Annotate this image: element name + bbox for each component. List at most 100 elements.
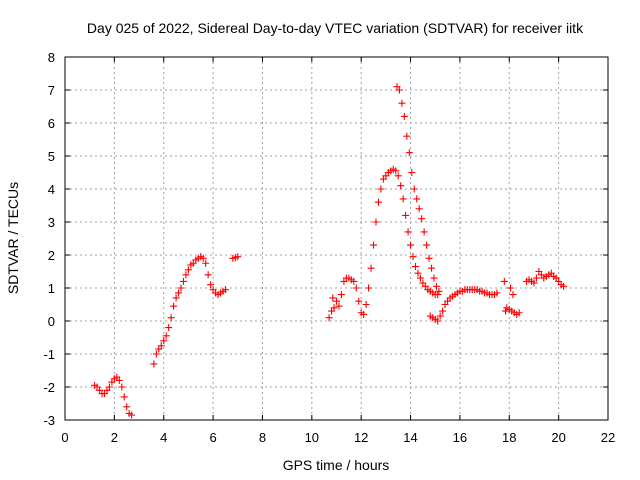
x-tick-label: 18 <box>502 430 516 445</box>
data-point <box>402 211 410 219</box>
data-point <box>414 269 422 277</box>
data-point <box>207 281 215 289</box>
data-point <box>434 317 442 325</box>
data-point <box>365 284 373 292</box>
data-point <box>360 310 368 318</box>
data-point <box>439 307 447 315</box>
data-point <box>333 297 340 305</box>
chart-title: Day 025 of 2022, Sidereal Day-to-day VTE… <box>87 20 584 36</box>
data-point <box>397 182 405 190</box>
data-point <box>167 314 175 322</box>
x-tick-label: 8 <box>259 430 266 445</box>
data-point <box>435 287 443 295</box>
data-point <box>404 228 412 236</box>
data-point <box>337 291 345 299</box>
data-point <box>160 337 168 345</box>
data-point <box>123 403 131 411</box>
data-marks <box>91 83 568 419</box>
data-point <box>434 291 442 299</box>
data-point <box>370 241 378 249</box>
data-point <box>410 185 418 193</box>
data-point <box>403 132 411 140</box>
data-point <box>408 169 416 176</box>
y-tick-label: 5 <box>48 149 55 164</box>
data-point <box>204 271 212 279</box>
data-point <box>507 284 515 292</box>
data-point <box>330 304 338 312</box>
data-point <box>350 277 358 285</box>
data-point <box>165 324 173 332</box>
data-point <box>413 195 421 203</box>
data-point <box>372 218 380 226</box>
data-point <box>362 301 370 308</box>
y-tick-label: 8 <box>48 50 55 65</box>
data-point <box>325 314 333 322</box>
data-point <box>172 294 180 302</box>
data-point <box>425 254 433 262</box>
x-tick-label: 2 <box>111 430 118 445</box>
x-tick-label: 4 <box>160 430 167 445</box>
data-point <box>162 332 170 340</box>
y-tick-label: 1 <box>48 281 55 296</box>
x-tick-label: 14 <box>403 430 417 445</box>
y-tick-label: 6 <box>48 116 55 131</box>
data-point <box>509 291 517 299</box>
data-point <box>150 360 158 368</box>
data-point <box>221 286 229 294</box>
data-point <box>411 263 419 271</box>
data-point <box>105 383 113 391</box>
x-tick-label: 16 <box>453 430 467 445</box>
x-axis-label: GPS time / hours <box>283 457 390 473</box>
grid-lines <box>65 57 608 420</box>
y-axis-label: SDTVAR / TECUs <box>5 182 21 294</box>
data-point <box>377 185 385 193</box>
data-point <box>418 215 426 223</box>
y-tick-label: 0 <box>48 314 55 329</box>
y-tick-label: 7 <box>48 83 55 98</box>
data-point <box>420 228 428 236</box>
data-point <box>502 307 510 315</box>
data-point <box>157 342 165 350</box>
data-point <box>355 297 363 305</box>
data-point <box>398 99 406 107</box>
y-tick-label: -1 <box>43 347 55 362</box>
data-point <box>416 274 424 282</box>
x-tick-label: 22 <box>601 430 615 445</box>
data-point <box>329 294 337 302</box>
data-point <box>392 167 400 175</box>
data-point <box>374 198 382 206</box>
y-tick-label: -2 <box>43 380 55 395</box>
x-tick-label: 0 <box>61 430 68 445</box>
x-tick-label: 12 <box>354 430 368 445</box>
data-point <box>436 312 444 320</box>
data-point <box>175 289 183 297</box>
data-point <box>432 282 440 290</box>
data-point <box>352 284 360 292</box>
data-point <box>415 205 423 213</box>
data-point <box>394 172 402 180</box>
data-point <box>493 289 501 297</box>
data-point <box>530 279 538 287</box>
data-point <box>170 302 178 310</box>
y-tick-label: 2 <box>48 248 55 263</box>
data-point <box>179 277 187 285</box>
data-point <box>560 282 568 290</box>
data-point <box>367 264 375 272</box>
data-point <box>423 241 431 249</box>
data-point <box>532 274 540 282</box>
data-point <box>409 253 417 261</box>
data-point <box>335 302 343 310</box>
data-point <box>407 241 415 249</box>
data-point <box>120 393 128 401</box>
data-point <box>399 195 407 203</box>
y-tick-label: -3 <box>43 413 55 428</box>
data-point <box>395 86 403 94</box>
data-point <box>405 149 413 157</box>
x-tick-label: 6 <box>209 430 216 445</box>
data-point <box>202 259 210 267</box>
data-point <box>182 271 190 279</box>
axis-ticks <box>64 56 609 421</box>
data-point <box>430 274 438 282</box>
